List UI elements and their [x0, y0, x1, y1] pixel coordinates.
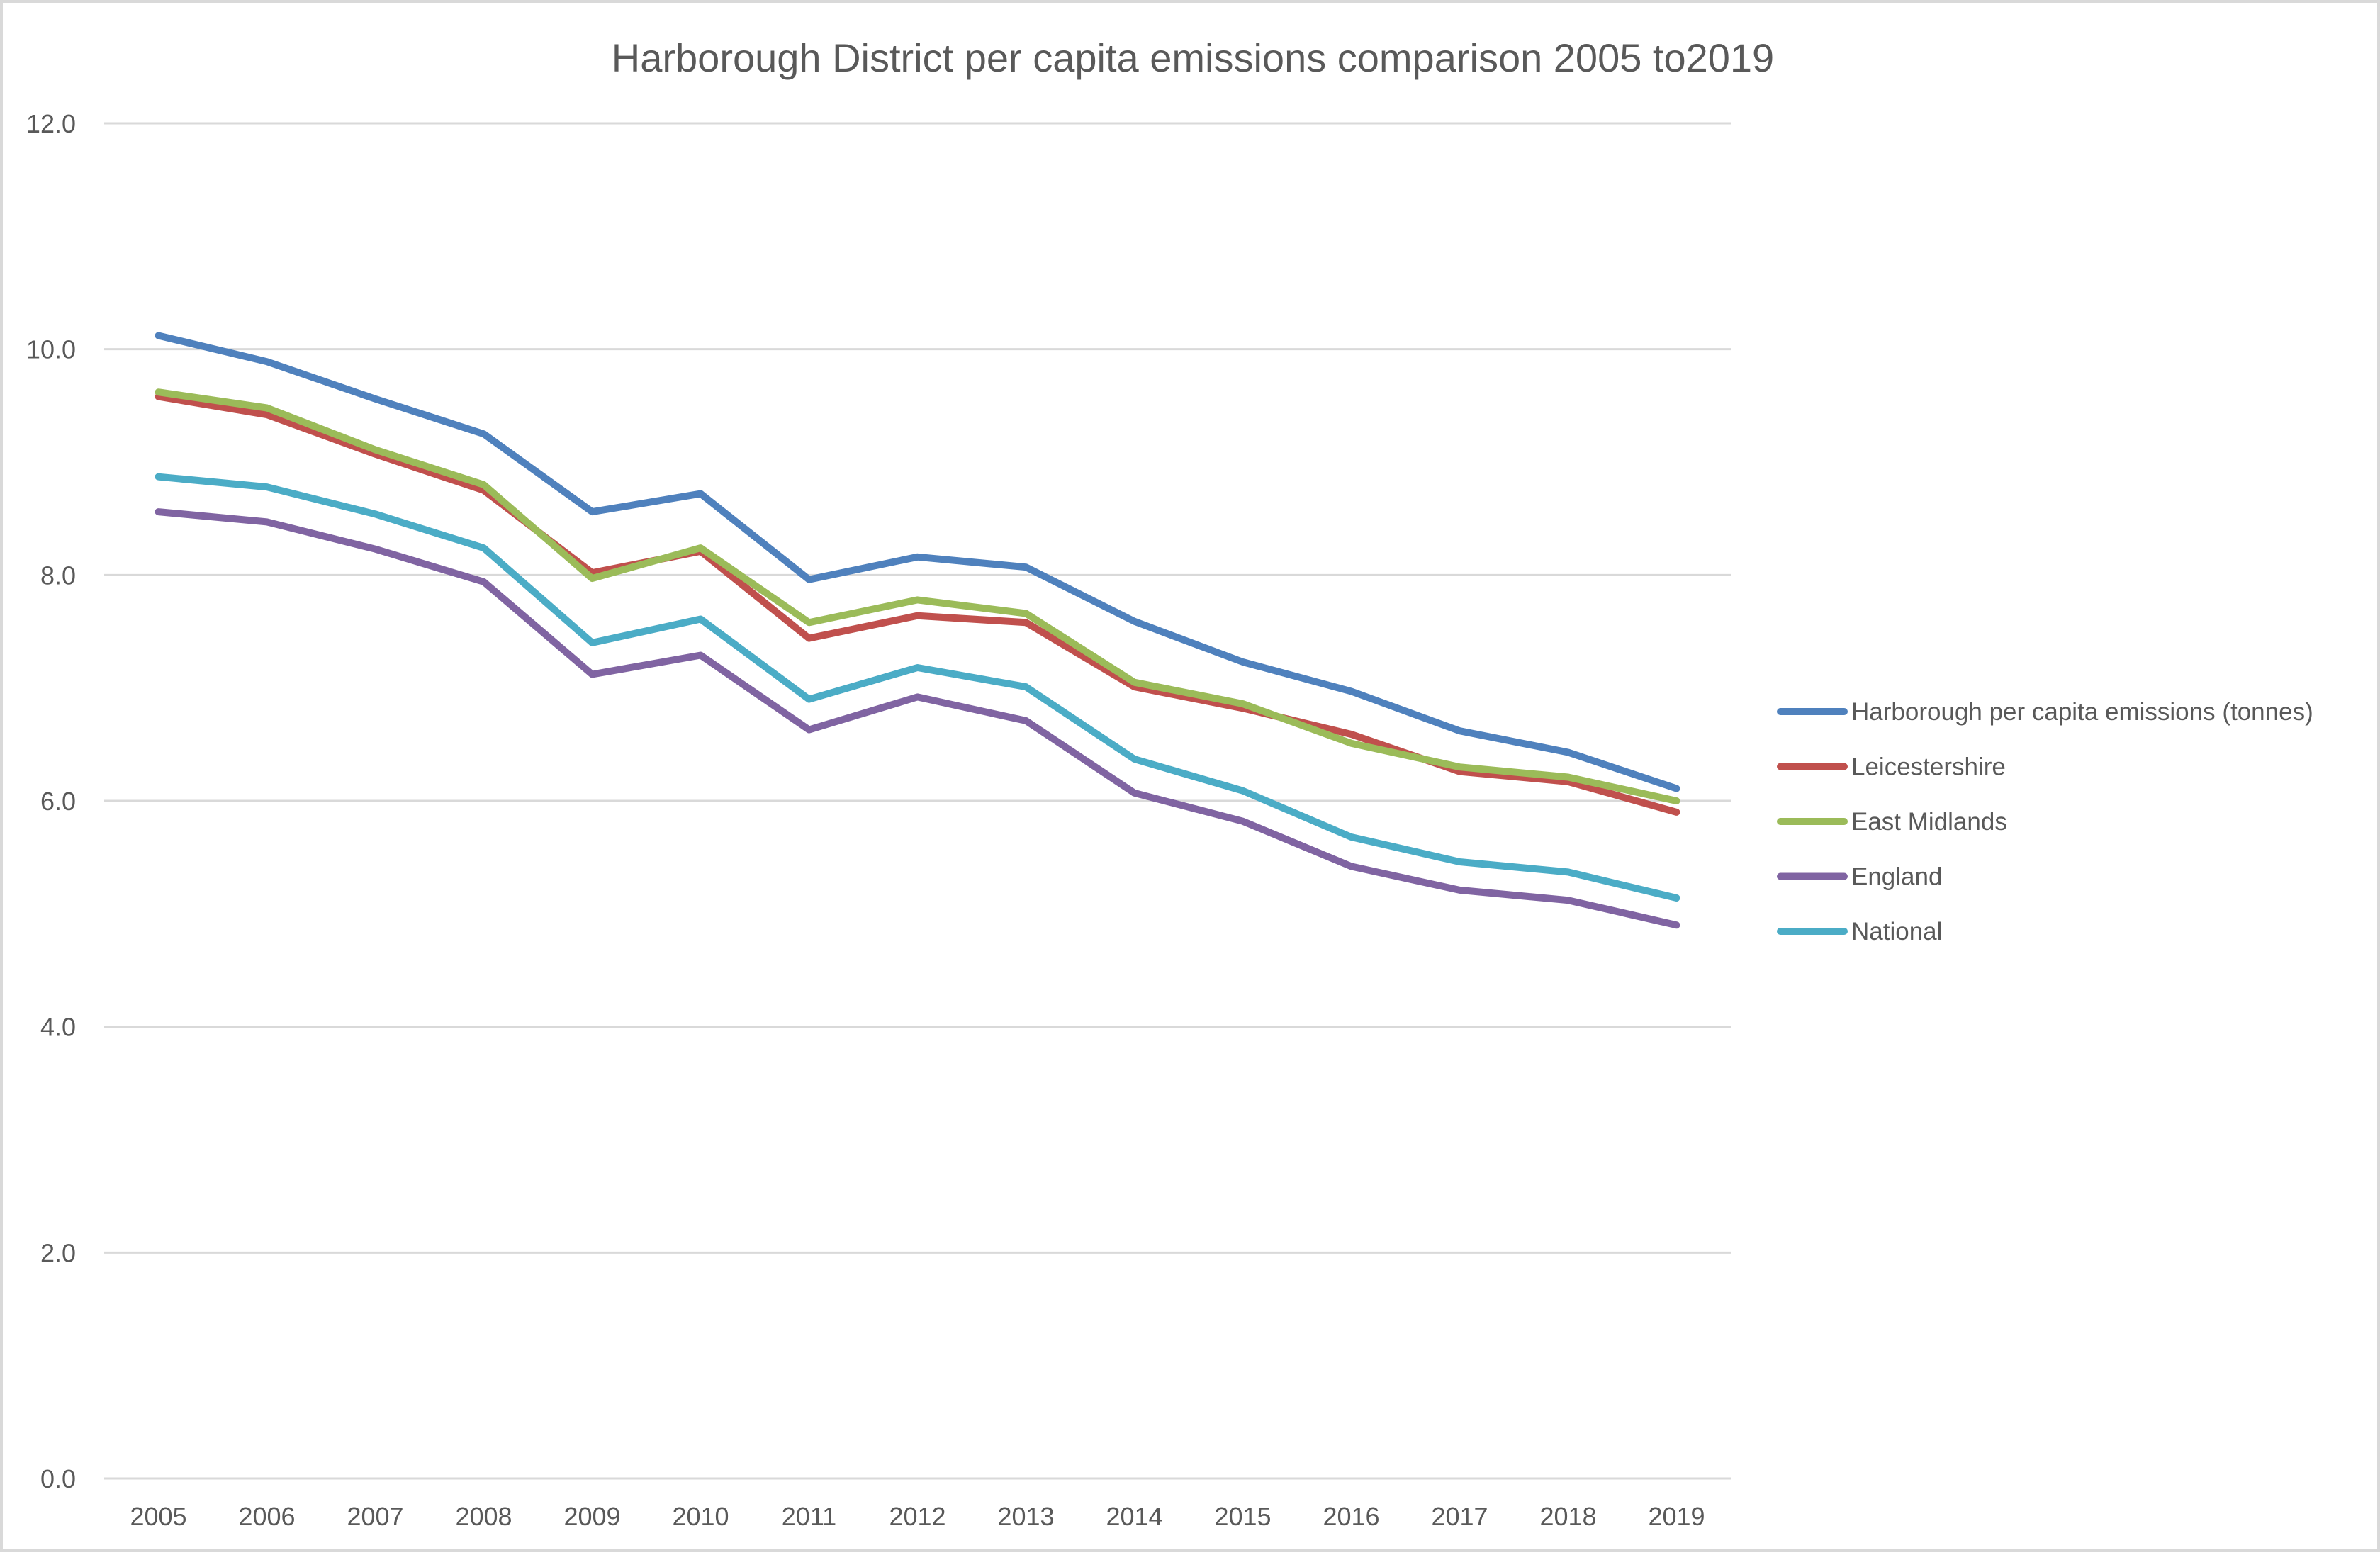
series-line-national [155, 473, 1680, 902]
x-tick-label: 2006 [238, 1502, 295, 1531]
series-line-england [155, 508, 1680, 929]
legend: Harborough per capita emissions (tonnes)… [1777, 698, 2313, 945]
x-tick-label: 2010 [672, 1502, 729, 1531]
x-tick-label: 2017 [1431, 1502, 1488, 1531]
x-tick-label: 2016 [1323, 1502, 1379, 1531]
x-tick-label: 2008 [455, 1502, 512, 1531]
y-tick-label: 10.0 [26, 335, 76, 364]
x-tick-label: 2015 [1214, 1502, 1271, 1531]
legend-item-harborough-per-capita-emissions-tonnes: Harborough per capita emissions (tonnes) [1777, 698, 2313, 726]
x-tick-label: 2012 [889, 1502, 945, 1531]
series-lines [155, 332, 1680, 929]
legend-label: England [1851, 863, 1942, 891]
legend-label: East Midlands [1851, 808, 2007, 836]
series-line-leicestershire [155, 393, 1680, 816]
x-axis-ticks: 2005 2006 2007 2008 2009 2010 2011 2012 2013 2014… [130, 1502, 1705, 1531]
x-tick-label: 2007 [347, 1502, 403, 1531]
series-line-east-midlands [155, 388, 1680, 804]
x-tick-label: 2018 [1539, 1502, 1596, 1531]
y-axis-ticks: 0.0 2.0 4.0 6.0 8.0 10.0 12.0 [26, 109, 76, 1493]
y-tick-label: 8.0 [40, 561, 76, 590]
y-tick-label: 12.0 [26, 109, 76, 138]
legend-item-national: National [1777, 918, 1942, 945]
legend-item-england: England [1777, 863, 1942, 891]
y-tick-label: 6.0 [40, 787, 76, 816]
x-tick-label: 2014 [1106, 1502, 1162, 1531]
series-line-harborough-per-capita-emissions-tonnes [155, 332, 1680, 792]
legend-item-east-midlands: East Midlands [1777, 808, 2007, 836]
x-tick-label: 2011 [782, 1502, 836, 1531]
x-tick-label: 2005 [130, 1502, 186, 1531]
y-tick-label: 0.0 [40, 1464, 76, 1493]
legend-item-leicestershire: Leicestershire [1777, 753, 2006, 781]
chart-title: Harborough District per capita emissions… [612, 35, 1774, 80]
legend-label: Harborough per capita emissions (tonnes) [1851, 698, 2313, 726]
legend-label: Leicestershire [1851, 753, 2006, 781]
gridlines [104, 122, 1731, 1480]
y-tick-label: 2.0 [40, 1238, 76, 1267]
legend-label: National [1851, 918, 1942, 945]
x-tick-label: 2019 [1648, 1502, 1705, 1531]
x-tick-label: 2009 [563, 1502, 620, 1531]
line-chart: Harborough District per capita emissions… [26, 35, 2313, 1531]
x-tick-label: 2013 [997, 1502, 1054, 1531]
y-tick-label: 4.0 [40, 1013, 76, 1042]
